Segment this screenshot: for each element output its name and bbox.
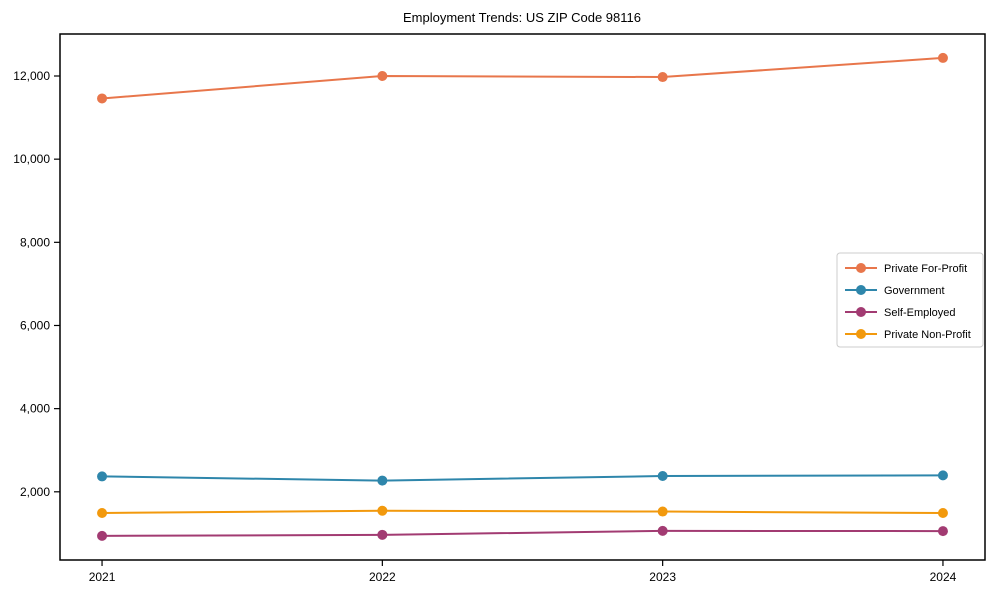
y-axis-tick-label: 4,000 bbox=[20, 402, 50, 416]
y-axis-tick-label: 12,000 bbox=[13, 69, 50, 83]
legend-marker-icon bbox=[856, 307, 866, 317]
legend-label-self-employed: Self-Employed bbox=[884, 307, 956, 319]
data-point-private-for-profit bbox=[657, 72, 668, 83]
series-line-self-employed bbox=[102, 529, 943, 537]
legend-marker-icon bbox=[856, 263, 866, 273]
x-axis-tick-label: 2022 bbox=[369, 570, 396, 584]
y-axis-tick-label: 6,000 bbox=[20, 318, 50, 332]
x-axis-tick-label: 2021 bbox=[89, 570, 116, 584]
data-point-self-employed bbox=[937, 526, 948, 537]
legend bbox=[836, 252, 984, 348]
data-point-self-employed bbox=[657, 525, 668, 536]
y-axis-tick-label: 8,000 bbox=[20, 235, 50, 249]
legend-label-private-for-profit: Private For-Profit bbox=[884, 263, 967, 275]
data-point-private-for-profit bbox=[937, 52, 948, 63]
plot-frame bbox=[59, 33, 986, 561]
series-line-private-for-profit bbox=[101, 56, 944, 100]
data-point-self-employed bbox=[377, 529, 388, 540]
y-axis-tick-label: 2,000 bbox=[20, 485, 50, 499]
legend-label-government: Government bbox=[884, 285, 945, 297]
data-point-government bbox=[97, 471, 108, 482]
chart-title: Employment Trends: US ZIP Code 98116 bbox=[403, 10, 641, 25]
data-point-private-non-profit bbox=[657, 506, 668, 517]
series-line-private-non-profit bbox=[102, 509, 943, 515]
data-point-private-non-profit bbox=[937, 508, 948, 519]
data-point-government bbox=[657, 471, 668, 482]
data-point-government bbox=[377, 475, 388, 486]
data-point-private-non-profit bbox=[97, 508, 108, 519]
data-point-private-for-profit bbox=[97, 93, 108, 104]
data-point-private-for-profit bbox=[377, 70, 388, 81]
data-point-private-non-profit bbox=[377, 505, 388, 516]
legend-marker-icon bbox=[856, 329, 866, 339]
data-point-government bbox=[937, 470, 948, 481]
x-axis-tick-label: 2023 bbox=[649, 570, 676, 584]
legend-marker-icon bbox=[856, 285, 866, 295]
series-line-government bbox=[102, 474, 943, 482]
plot-area: 2,000 4,000 6,000 8,000 10,000 12,000 2021 2022… bbox=[13, 33, 986, 584]
y-axis-tick-label: 10,000 bbox=[13, 152, 50, 166]
data-point-self-employed bbox=[97, 530, 108, 541]
legend-label-private-non-profit: Private Non-Profit bbox=[884, 329, 971, 341]
x-axis-tick-label: 2024 bbox=[930, 570, 957, 584]
